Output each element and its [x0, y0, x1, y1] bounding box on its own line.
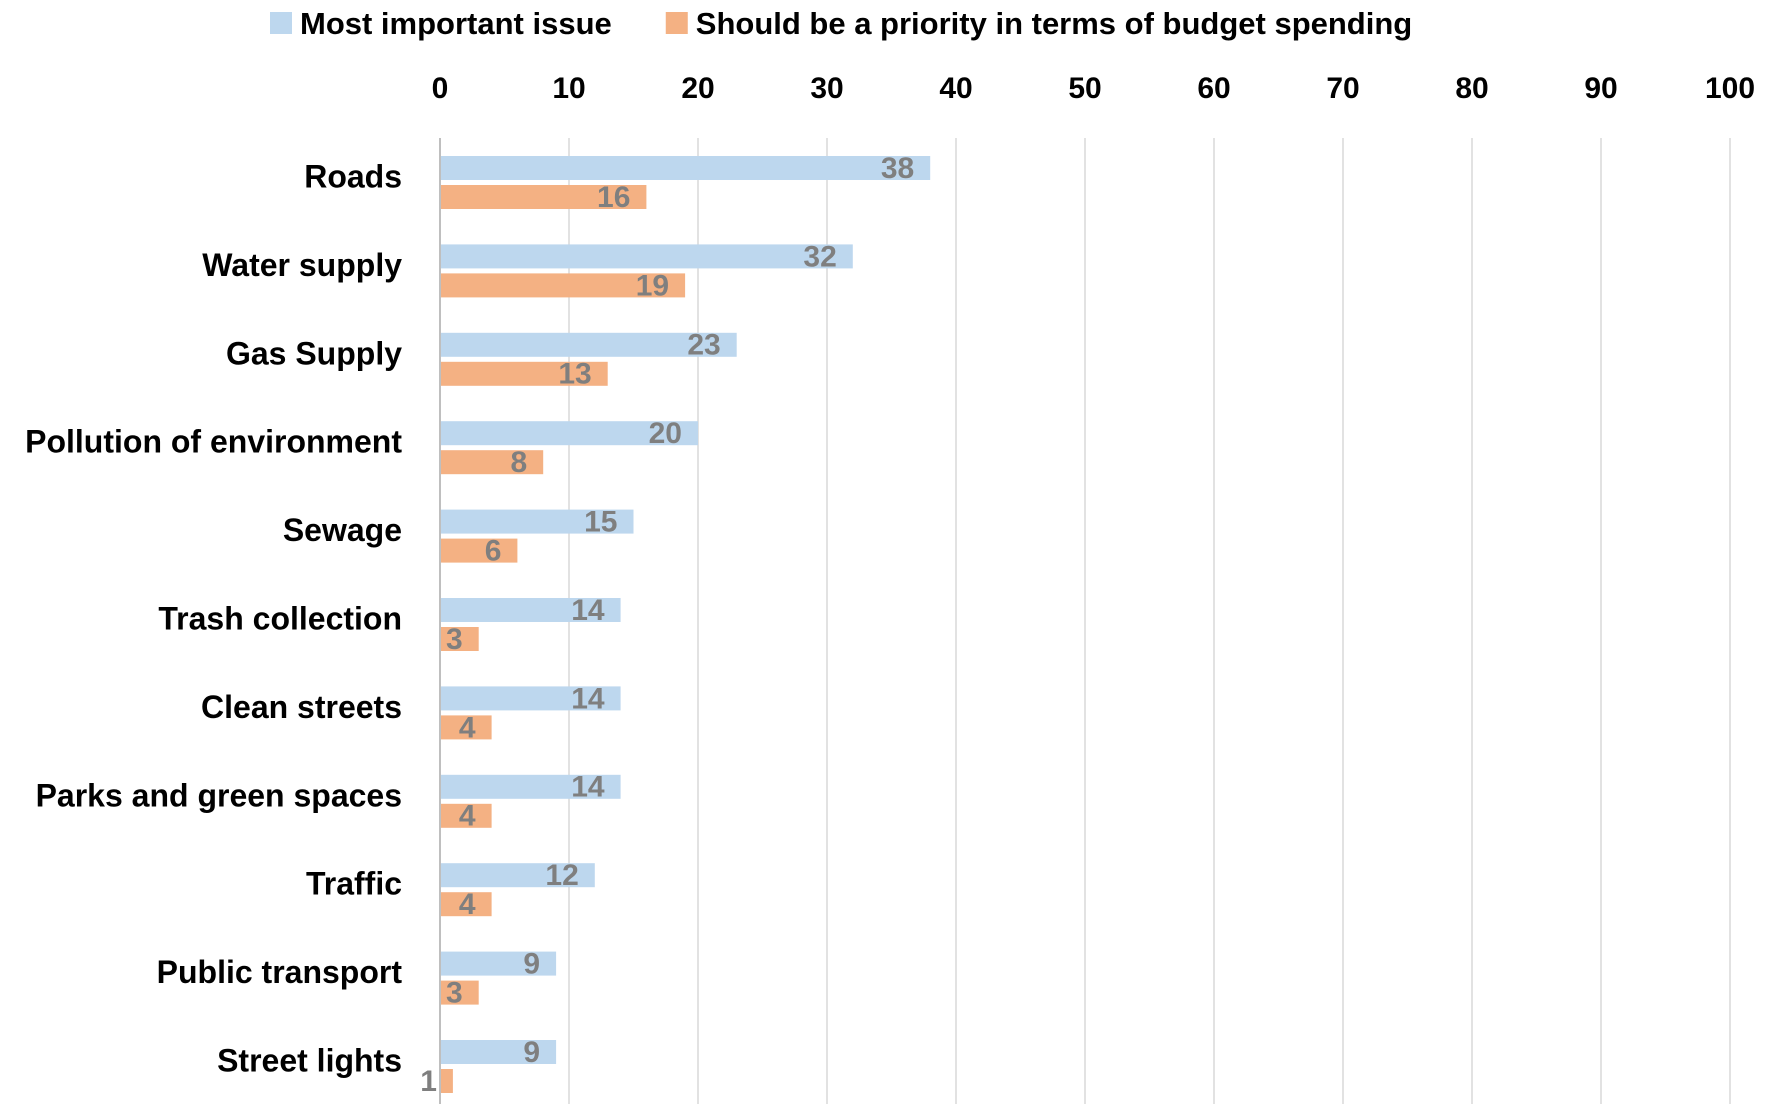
category-labels: Roads Water supply Gas Supply Pollution of … — [25, 158, 402, 1078]
x-tick-label: 50 — [1068, 72, 1101, 105]
bar-budget-priority-pollution-of-environment — [440, 450, 544, 475]
data-label: 9 — [523, 1036, 540, 1069]
x-tick-label: 10 — [552, 72, 585, 105]
legend-label-most-important: Most important issue — [300, 6, 612, 41]
bar-most-important-gas-supply — [440, 332, 737, 357]
bar-most-important-water-supply — [440, 244, 853, 269]
data-label: 1 — [420, 1065, 437, 1098]
bar-most-important-trash-collection — [440, 598, 621, 622]
x-tick-label: 20 — [681, 72, 714, 105]
category-label-gas-supply: Gas Supply — [226, 335, 402, 371]
x-tick-label: 100 — [1705, 72, 1755, 105]
bar-most-important-roads — [440, 156, 931, 180]
bar-budget-priority-traffic — [440, 892, 492, 917]
category-label-street-lights: Street lights — [217, 1042, 402, 1078]
bars: 38 16 32 19 23 13 20 8 15 6 14 3 14 4 14 4 12 4 9 3 9 1 — [420, 152, 931, 1098]
category-label-roads: Roads — [304, 158, 402, 194]
data-label: 4 — [459, 888, 476, 921]
category-label-trash-collection: Trash collection — [158, 600, 402, 636]
x-tick-label: 40 — [939, 72, 972, 105]
data-label: 38 — [881, 152, 914, 185]
x-tick-label: 70 — [1326, 72, 1359, 105]
data-label: 3 — [446, 623, 463, 656]
data-label: 4 — [459, 800, 476, 833]
data-label: 8 — [511, 446, 528, 479]
bar-budget-priority-gas-supply — [440, 361, 608, 386]
category-label-pollution-of-environment: Pollution of environment — [25, 424, 402, 460]
category-label-water-supply: Water supply — [202, 247, 402, 283]
bar-most-important-street-lights — [440, 1040, 557, 1064]
legend-label-budget-priority: Should be a priority in terms of budget … — [696, 6, 1412, 41]
bar-budget-priority-parks-and-green-spaces — [440, 803, 492, 828]
data-label: 20 — [649, 417, 682, 450]
bar-budget-priority-roads — [440, 185, 647, 209]
category-label-public-transport: Public transport — [157, 954, 403, 990]
bar-budget-priority-clean-streets — [440, 715, 492, 740]
x-axis-ticks: 0 10 20 30 40 50 60 70 80 90 100 — [432, 72, 1755, 105]
category-label-parks-and-green-spaces: Parks and green spaces — [36, 777, 402, 813]
legend: Most important issue Should be a priority… — [270, 6, 1412, 41]
bar-most-important-parks-and-green-spaces — [440, 774, 621, 799]
data-label: 14 — [571, 682, 605, 715]
bar-budget-priority-public-transport — [440, 980, 479, 1005]
data-label: 32 — [803, 240, 836, 273]
data-label: 19 — [636, 269, 669, 302]
bar-budget-priority-sewage — [440, 538, 518, 563]
legend-swatch-most-important — [270, 12, 292, 34]
data-label: 14 — [571, 771, 605, 804]
data-label: 16 — [597, 181, 630, 214]
bar-most-important-sewage — [440, 509, 634, 534]
data-label: 12 — [545, 859, 578, 892]
data-label: 13 — [558, 358, 591, 391]
bar-budget-priority-street-lights — [440, 1069, 453, 1093]
x-tick-label: 80 — [1455, 72, 1488, 105]
bar-budget-priority-water-supply — [440, 273, 686, 298]
category-label-traffic: Traffic — [306, 866, 402, 902]
x-tick-label: 90 — [1584, 72, 1617, 105]
x-tick-label: 60 — [1197, 72, 1230, 105]
data-label: 6 — [485, 535, 502, 568]
data-label: 15 — [584, 506, 617, 539]
x-tick-label: 30 — [810, 72, 843, 105]
data-label: 23 — [687, 329, 720, 362]
legend-swatch-budget-priority — [665, 12, 688, 34]
bar-most-important-pollution-of-environment — [440, 421, 698, 446]
bar-most-important-public-transport — [440, 951, 557, 976]
data-label: 14 — [571, 594, 605, 627]
data-label: 9 — [523, 948, 540, 981]
bar-most-important-clean-streets — [440, 686, 621, 711]
bar-budget-priority-trash-collection — [440, 627, 479, 651]
category-label-clean-streets: Clean streets — [201, 689, 402, 725]
x-tick-label: 0 — [432, 72, 449, 105]
gridlines — [568, 138, 1731, 1104]
data-label: 3 — [446, 977, 463, 1010]
data-label: 4 — [459, 711, 476, 744]
bar-most-important-traffic — [440, 863, 595, 888]
category-label-sewage: Sewage — [283, 512, 402, 548]
